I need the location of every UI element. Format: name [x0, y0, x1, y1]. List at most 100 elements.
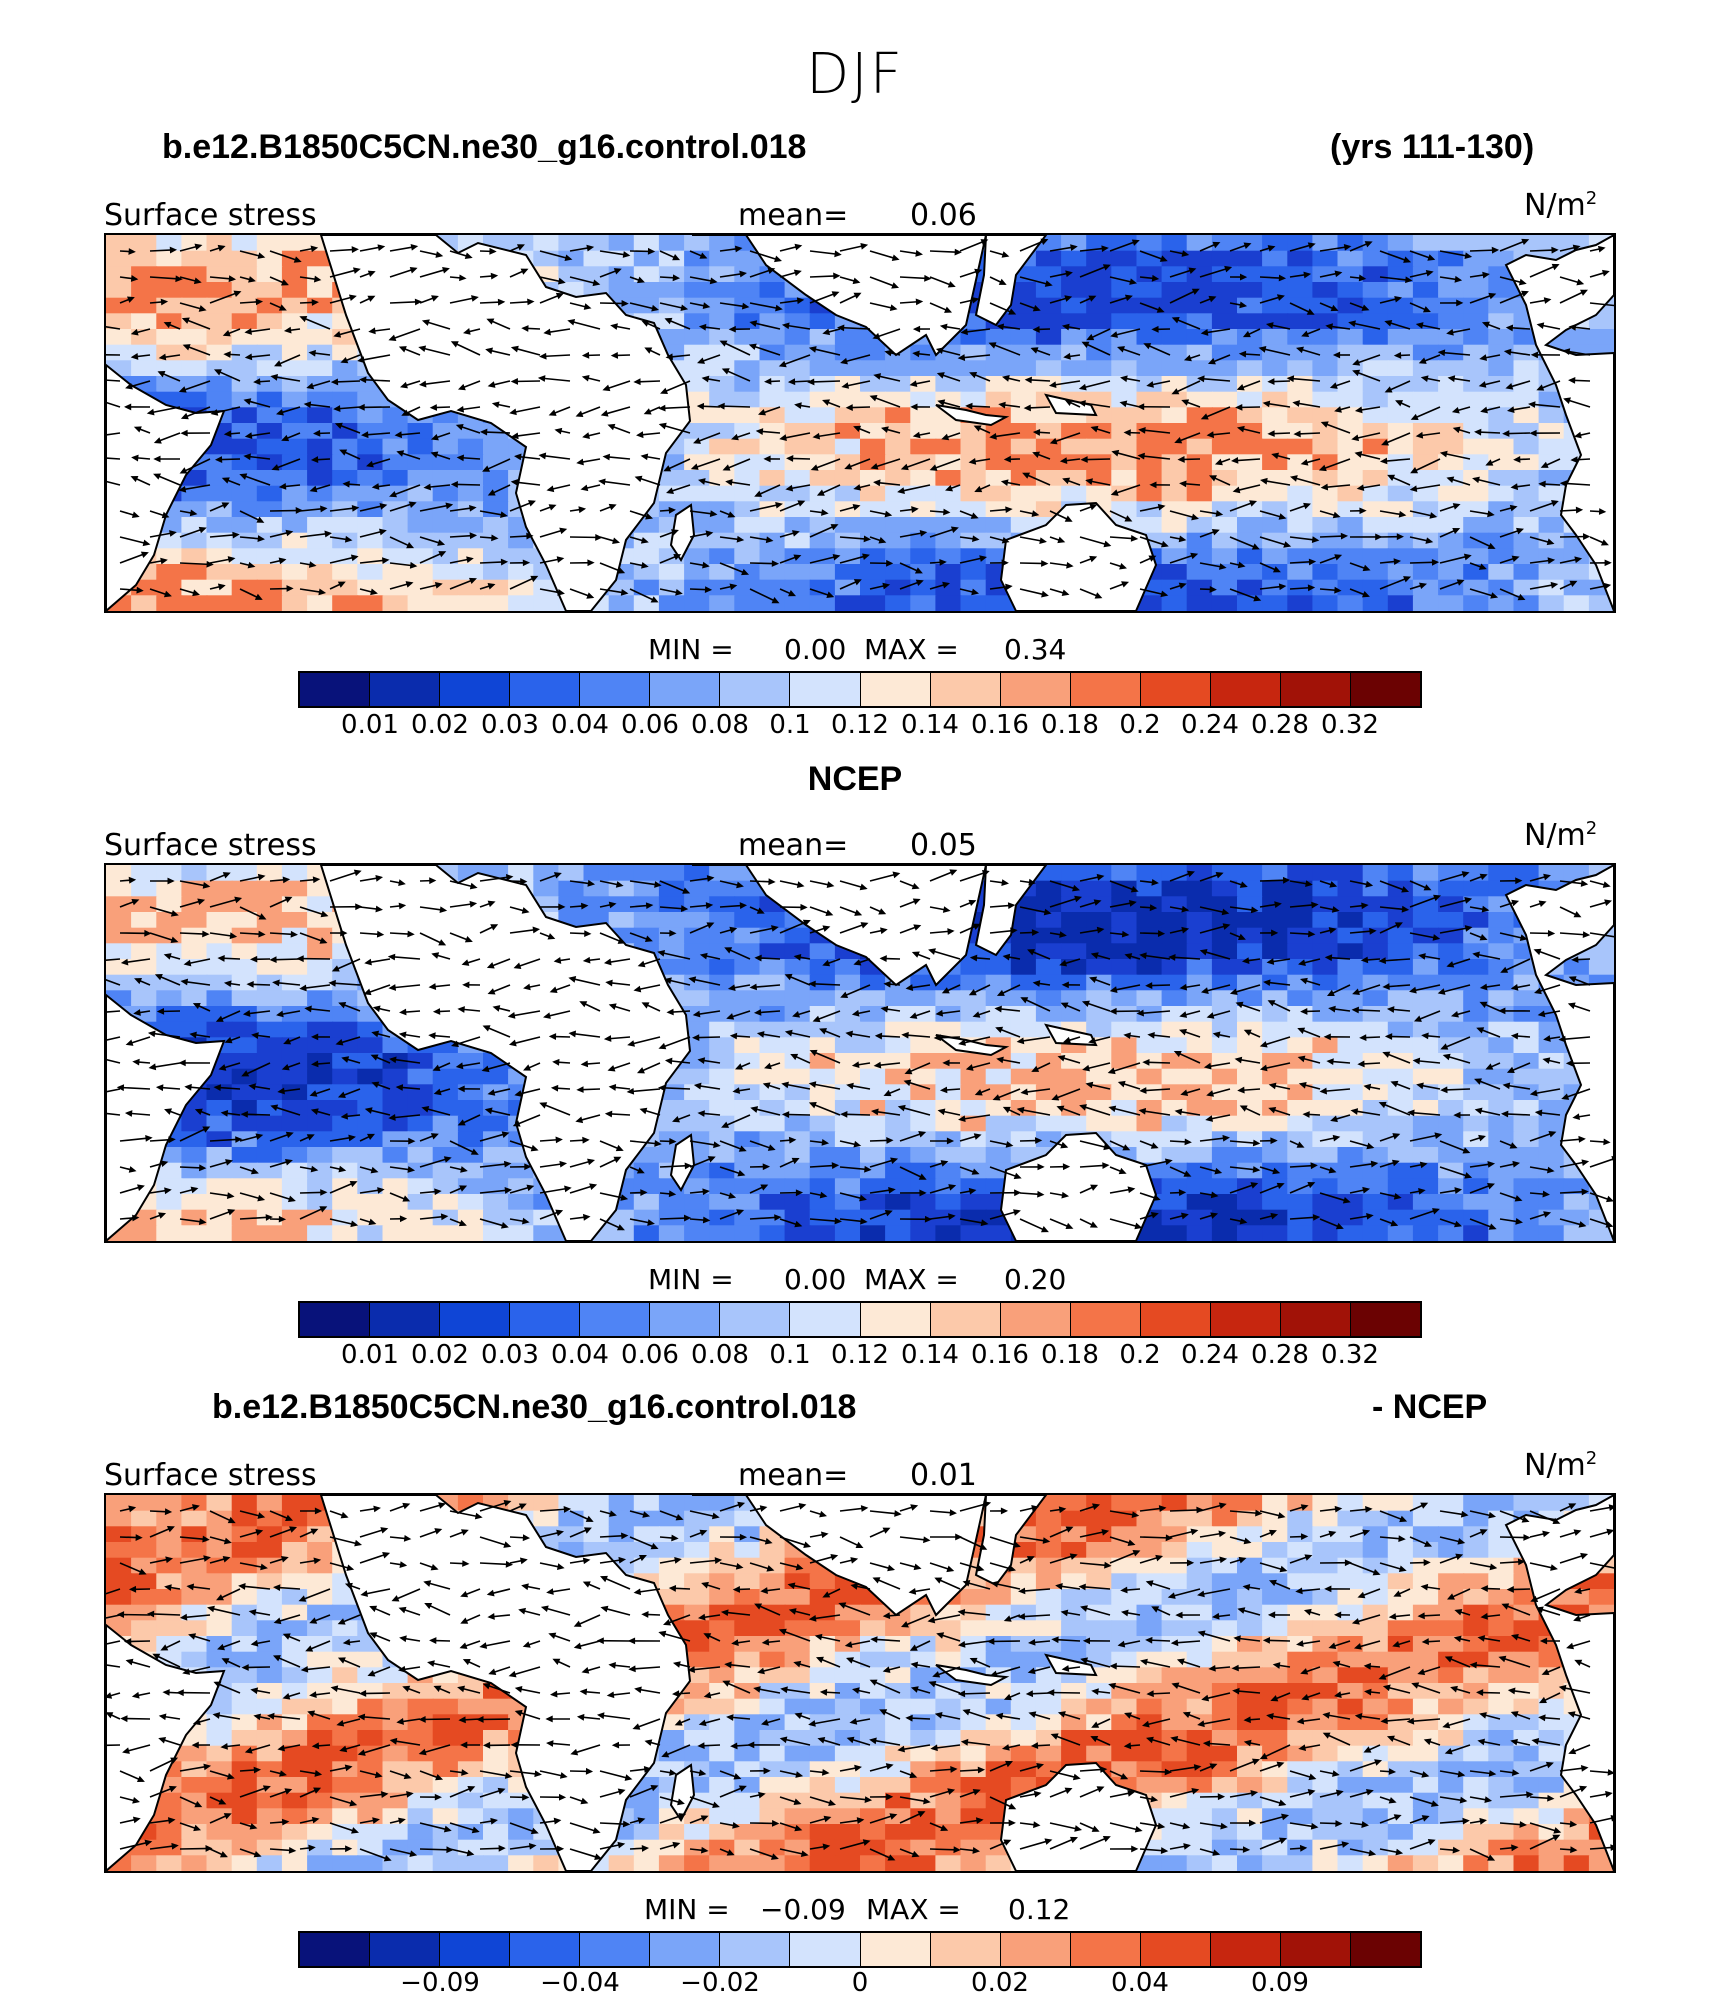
colorbar-tick-label: 0.09 — [1251, 1968, 1309, 1998]
land-mass — [692, 865, 988, 987]
colorbar-swatch — [1210, 673, 1281, 706]
panel2-max-value: 0.20 — [1004, 1263, 1067, 1296]
colorbar-tick-label: 0.2 — [1119, 1340, 1161, 1370]
colorbar-swatch — [1350, 1303, 1420, 1336]
colorbar-swatch — [790, 673, 861, 706]
land-mass — [1504, 1495, 1614, 1871]
colorbar-swatch — [1350, 673, 1420, 706]
colorbar-swatch — [1000, 1303, 1071, 1336]
colorbar-swatch — [650, 673, 721, 706]
colorbar-tick-label: 0.16 — [971, 710, 1029, 740]
colorbar-swatch — [440, 1933, 511, 1966]
colorbar-tick-label: 0.24 — [1181, 1340, 1239, 1370]
colorbar-tick-label: 0.14 — [901, 1340, 959, 1370]
colorbar-swatch — [650, 1303, 721, 1336]
colorbar-swatch — [440, 1303, 511, 1336]
colorbar-tick-label: 0.08 — [691, 710, 749, 740]
colorbar-swatch — [300, 673, 371, 706]
map-canvas — [106, 1495, 1614, 1871]
map-canvas — [106, 865, 1614, 1241]
colorbar-swatch — [1140, 1303, 1211, 1336]
panel3-unit: N/m2 — [1524, 1448, 1598, 1483]
panel2-unit: N/m2 — [1524, 818, 1598, 853]
colorbar-swatch — [930, 1933, 1001, 1966]
colorbar-tick-label: 0.28 — [1251, 710, 1309, 740]
colorbar-swatch — [300, 1933, 371, 1966]
colorbar-tick-label: −0.02 — [680, 1968, 760, 1998]
land-mass — [1044, 1023, 1098, 1047]
panel1-max-value: 0.34 — [1004, 633, 1067, 666]
land-mass — [319, 1495, 692, 1871]
colorbar-tick-label: 0.28 — [1251, 1340, 1309, 1370]
panel3-min-label: MIN = — [644, 1893, 730, 1926]
panel3-colorbar-ticks: −0.09 −0.04 −0.02 0 0.02 0.04 0.09 — [300, 1968, 1420, 2002]
panel1-max-label: MAX = — [864, 633, 959, 666]
land-mass — [669, 503, 696, 562]
panel1-unit: N/m2 — [1524, 188, 1598, 223]
colorbar-swatch — [650, 1933, 721, 1966]
colorbar-tick-label: 0.02 — [971, 1968, 1029, 1998]
colorbar-tick-label: 0.04 — [551, 710, 609, 740]
colorbar-swatch — [1350, 1933, 1420, 1966]
colorbar-swatch — [1280, 1303, 1351, 1336]
wind-vectors — [106, 238, 1614, 604]
colorbar-tick-label: 0.03 — [481, 1340, 539, 1370]
colorbar-swatch — [370, 1303, 441, 1336]
colorbar-swatch — [1210, 1303, 1281, 1336]
panel3-field-label: Surface stress — [104, 1458, 317, 1493]
panel2-colorbar — [298, 1301, 1422, 1338]
panel1-colorbar-ticks: 0.01 0.02 0.03 0.04 0.06 0.08 0.1 0.12 0.14 0.16 0… — [300, 710, 1420, 744]
panel3-mean-value: 0.01 — [910, 1458, 977, 1493]
land-mass — [692, 1495, 988, 1617]
panel3-max-label: MAX = — [866, 1893, 961, 1926]
colorbar-tick-label: 0.12 — [831, 1340, 889, 1370]
colorbar-tick-label: 0.01 — [341, 1340, 399, 1370]
colorbar-tick-label: 0.03 — [481, 710, 539, 740]
colorbar-tick-label: 0.1 — [769, 1340, 811, 1370]
colorbar-swatch — [720, 1933, 791, 1966]
land-mass — [1044, 393, 1098, 417]
colorbar-swatch — [860, 1303, 931, 1336]
colorbar-swatch — [1280, 673, 1351, 706]
colorbar-swatch — [1070, 673, 1141, 706]
panel1-mean-value: 0.06 — [910, 198, 977, 233]
colorbar-swatch — [510, 1303, 581, 1336]
panel1-min-value: 0.00 — [784, 633, 847, 666]
colorbar-tick-label: 0.01 — [341, 710, 399, 740]
colorbar-tick-label: 0.04 — [1111, 1968, 1169, 1998]
panel1-field-label: Surface stress — [104, 198, 317, 233]
colorbar-tick-label: 0.18 — [1041, 710, 1099, 740]
colorbar-tick-label: 0 — [851, 1968, 869, 1998]
panel1-case-name: b.e12.B1850C5CN.ne30_g16.control.018 — [162, 128, 807, 166]
wind-vectors — [106, 1500, 1614, 1862]
colorbar-swatch — [930, 1303, 1001, 1336]
panel1-colorbar — [298, 671, 1422, 708]
land-mass — [1504, 865, 1614, 1241]
colorbar-tick-label: 0.02 — [411, 710, 469, 740]
colorbar-tick-label: 0.18 — [1041, 1340, 1099, 1370]
land-mass — [1504, 235, 1614, 611]
colorbar-tick-label: 0.2 — [1119, 710, 1161, 740]
colorbar-swatch — [370, 1933, 441, 1966]
land-mass — [935, 404, 1010, 427]
panel2-min-value: 0.00 — [784, 1263, 847, 1296]
panel3-max-value: 0.12 — [1008, 1893, 1071, 1926]
colorbar-tick-label: 0.12 — [831, 710, 889, 740]
panel2-map — [104, 863, 1616, 1243]
colorbar-swatch — [1070, 1303, 1141, 1336]
colorbar-swatch — [1210, 1933, 1281, 1966]
colorbar-tick-label: 0.32 — [1321, 710, 1379, 740]
colorbar-tick-label: 0.14 — [901, 710, 959, 740]
colorbar-swatch — [510, 673, 581, 706]
panel2-dataset-name: NCEP — [807, 760, 903, 798]
panel1-years: (yrs 111-130) — [1330, 128, 1535, 166]
panel2-field-label: Surface stress — [104, 828, 317, 863]
panel3-min-value: −0.09 — [760, 1893, 846, 1926]
colorbar-tick-label: 0.32 — [1321, 1340, 1379, 1370]
land-mass — [974, 1495, 1048, 1587]
land-mass — [1044, 1653, 1098, 1677]
colorbar-tick-label: 0.08 — [691, 1340, 749, 1370]
panel1-min-label: MIN = — [648, 633, 734, 666]
colorbar-swatch — [1000, 1933, 1071, 1966]
colorbar-tick-label: −0.09 — [400, 1968, 480, 1998]
